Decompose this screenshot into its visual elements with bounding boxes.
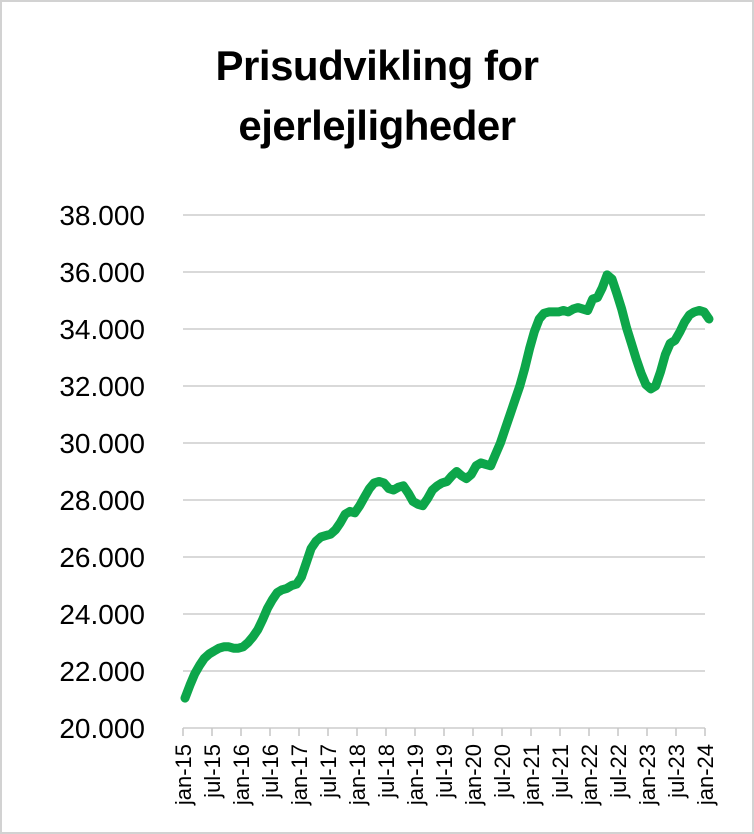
svg-text:jan-20: jan-20 <box>461 744 486 806</box>
svg-text:jul-23: jul-23 <box>664 744 689 799</box>
svg-text:jan-15: jan-15 <box>171 744 196 806</box>
svg-text:36.000: 36.000 <box>59 257 145 288</box>
svg-text:20.000: 20.000 <box>59 713 145 744</box>
svg-text:jul-18: jul-18 <box>374 744 399 799</box>
x-axis-tick-marks <box>182 728 706 736</box>
svg-text:24.000: 24.000 <box>59 599 145 630</box>
svg-text:jan-19: jan-19 <box>403 744 428 806</box>
gridlines <box>183 214 705 729</box>
svg-text:jul-21: jul-21 <box>548 744 573 799</box>
svg-text:jan-23: jan-23 <box>635 744 660 806</box>
svg-text:38.000: 38.000 <box>59 200 145 231</box>
y-axis-tick-labels: 38.000 36.000 34.000 32.000 30.000 28.000 26.0… <box>59 200 145 744</box>
price-series-line <box>180 270 714 703</box>
svg-text:34.000: 34.000 <box>59 314 145 345</box>
svg-text:jul-15: jul-15 <box>200 744 225 799</box>
x-axis-tick-labels: jan-15 jul-15 jan-16 jul-16 jan-17 jul-17 jan-… <box>171 744 718 806</box>
svg-text:jul-22: jul-22 <box>606 744 631 799</box>
chart-title: Prisudvikling for ejerlejligheder <box>215 42 539 150</box>
svg-text:jan-16: jan-16 <box>229 744 254 806</box>
svg-text:jan-24: jan-24 <box>693 744 718 806</box>
svg-text:jul-19: jul-19 <box>432 744 457 799</box>
svg-text:jul-20: jul-20 <box>490 744 515 799</box>
svg-text:jan-18: jan-18 <box>345 744 370 806</box>
svg-text:jul-17: jul-17 <box>316 744 341 799</box>
svg-text:28.000: 28.000 <box>59 485 145 516</box>
svg-text:jan-17: jan-17 <box>287 744 312 806</box>
svg-text:jan-21: jan-21 <box>519 744 544 806</box>
svg-text:22.000: 22.000 <box>59 656 145 687</box>
svg-text:32.000: 32.000 <box>59 371 145 402</box>
svg-text:jul-16: jul-16 <box>258 744 283 799</box>
svg-text:26.000: 26.000 <box>59 542 145 573</box>
svg-text:30.000: 30.000 <box>59 428 145 459</box>
svg-text:jan-22: jan-22 <box>577 744 602 806</box>
